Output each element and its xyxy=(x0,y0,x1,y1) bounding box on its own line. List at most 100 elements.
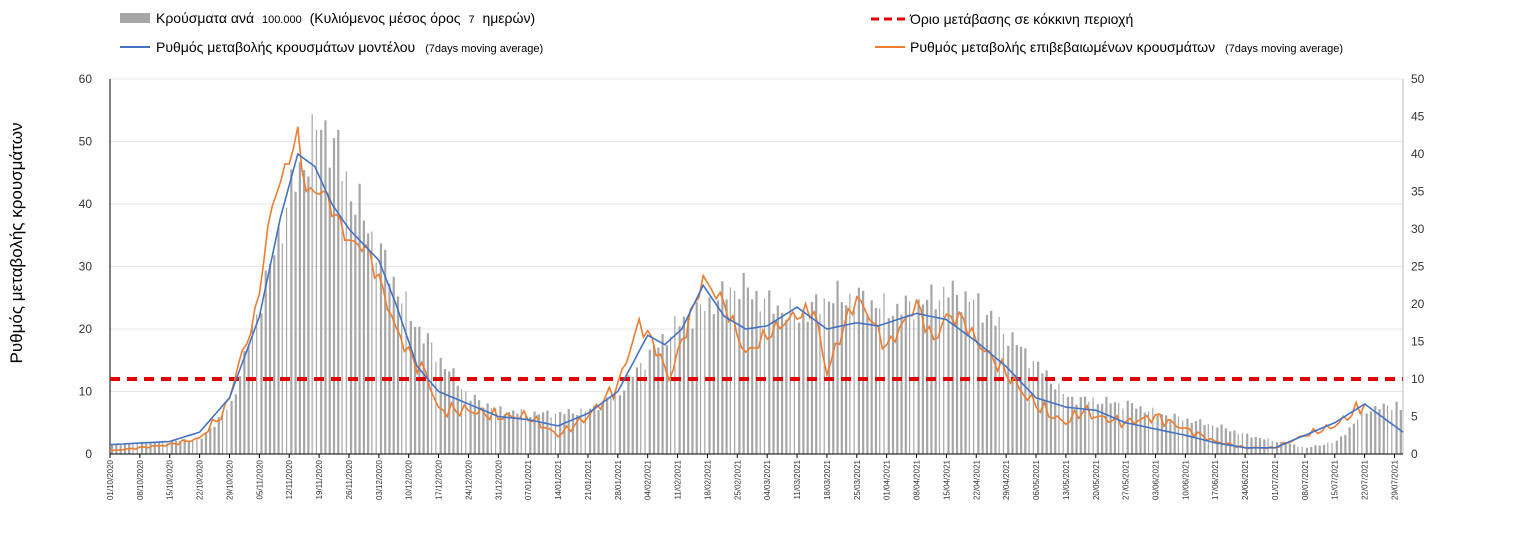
bar xyxy=(337,129,340,454)
bar xyxy=(742,272,745,454)
bar xyxy=(576,415,579,454)
bar xyxy=(934,309,937,454)
bar xyxy=(268,263,272,454)
bar xyxy=(251,322,254,454)
bar xyxy=(546,410,549,454)
bar xyxy=(763,298,766,454)
bar xyxy=(1241,433,1244,454)
bar xyxy=(320,129,323,455)
x-tick-label: 21/01/2021 xyxy=(584,459,593,500)
bar xyxy=(315,129,318,454)
bar xyxy=(973,300,975,454)
bar xyxy=(204,432,208,454)
bar xyxy=(294,191,297,455)
y-right-tick-label: 45 xyxy=(1411,110,1425,124)
bar xyxy=(921,304,924,454)
bar xyxy=(1079,396,1082,454)
bar xyxy=(699,304,702,454)
x-tick-label: 10/06/2021 xyxy=(1181,459,1190,500)
bar xyxy=(1096,404,1099,454)
bar xyxy=(499,406,502,454)
y-left-tick-label: 10 xyxy=(79,385,93,399)
x-tick-label: 27/05/2021 xyxy=(1122,459,1131,500)
bar xyxy=(977,293,980,454)
x-tick-label: 06/05/2021 xyxy=(1032,459,1041,500)
bar xyxy=(670,336,672,454)
bar xyxy=(981,322,984,454)
bar xyxy=(1165,415,1168,454)
bar xyxy=(601,401,604,454)
bar xyxy=(618,395,622,454)
x-tick-label: 26/11/2020 xyxy=(345,459,354,499)
bar xyxy=(768,290,771,454)
bar xyxy=(780,312,784,454)
x-tick-label: 05/11/2020 xyxy=(255,459,264,499)
bar xyxy=(1062,393,1064,454)
bar xyxy=(1007,345,1010,454)
bar xyxy=(1378,409,1381,454)
x-tick-label: 18/02/2021 xyxy=(703,459,712,500)
bar xyxy=(563,414,566,454)
bar xyxy=(1182,420,1184,454)
legend-threshold-label: Όριο μετάβασης σε κόκκινη περιοχή xyxy=(909,11,1133,27)
x-tick-label: 22/04/2021 xyxy=(972,459,981,500)
bar xyxy=(490,408,492,454)
bar xyxy=(1092,397,1094,454)
bar xyxy=(593,405,596,454)
bar xyxy=(1301,446,1303,454)
bar xyxy=(815,294,818,454)
bar xyxy=(665,345,668,454)
bar xyxy=(682,316,686,454)
bar xyxy=(1032,361,1034,454)
bar xyxy=(1224,428,1227,454)
bar xyxy=(691,328,694,454)
bar xyxy=(1160,414,1163,454)
bar xyxy=(1002,334,1005,454)
bar xyxy=(221,412,224,454)
bar xyxy=(111,444,114,454)
bar xyxy=(1041,373,1044,454)
x-tick-label: 25/02/2021 xyxy=(733,459,742,500)
bar xyxy=(435,361,437,454)
bar xyxy=(631,376,634,454)
bar xyxy=(1118,402,1120,454)
x-tick-label: 17/12/2020 xyxy=(435,459,444,500)
bar xyxy=(883,293,885,454)
legend-bars-label: Κρούσματα ανά 100.000 (Κυλιόμενος μέσος … xyxy=(156,10,535,26)
bar xyxy=(1233,430,1236,454)
bar xyxy=(396,296,400,454)
bar xyxy=(785,319,788,454)
y-left-tick-label: 60 xyxy=(79,72,93,86)
bar xyxy=(413,326,417,454)
bar xyxy=(1173,413,1176,454)
x-tick-label: 24/06/2021 xyxy=(1241,459,1250,500)
bar xyxy=(866,314,869,454)
bar xyxy=(960,312,963,454)
bar xyxy=(247,346,250,454)
bar xyxy=(674,316,676,454)
legend-confirmed-label: Ρυθμός μεταβολής επιβεβαιωμένων κρουσμάτ… xyxy=(910,39,1343,55)
bar xyxy=(145,443,148,454)
x-tick-label: 04/02/2021 xyxy=(644,459,653,500)
bar xyxy=(1075,404,1078,454)
bar xyxy=(405,291,407,454)
bar xyxy=(1126,400,1129,454)
bar xyxy=(1267,438,1269,454)
bar xyxy=(1147,411,1150,454)
y-axis-label: Ρυθμός μεταβολής κρουσμάτων xyxy=(7,123,26,364)
bar xyxy=(704,310,706,454)
bar xyxy=(422,343,425,454)
bar xyxy=(678,326,681,454)
bar xyxy=(904,295,907,454)
bar xyxy=(307,176,310,455)
bar xyxy=(567,408,570,454)
bar xyxy=(371,231,373,454)
y-left-tick-label: 40 xyxy=(79,197,93,211)
bar xyxy=(943,286,945,454)
bar xyxy=(1216,427,1219,454)
x-tick-label: 29/07/2021 xyxy=(1390,459,1399,500)
bar xyxy=(426,333,429,454)
bar xyxy=(891,315,895,454)
bar xyxy=(1357,419,1359,454)
bar xyxy=(1122,408,1124,454)
